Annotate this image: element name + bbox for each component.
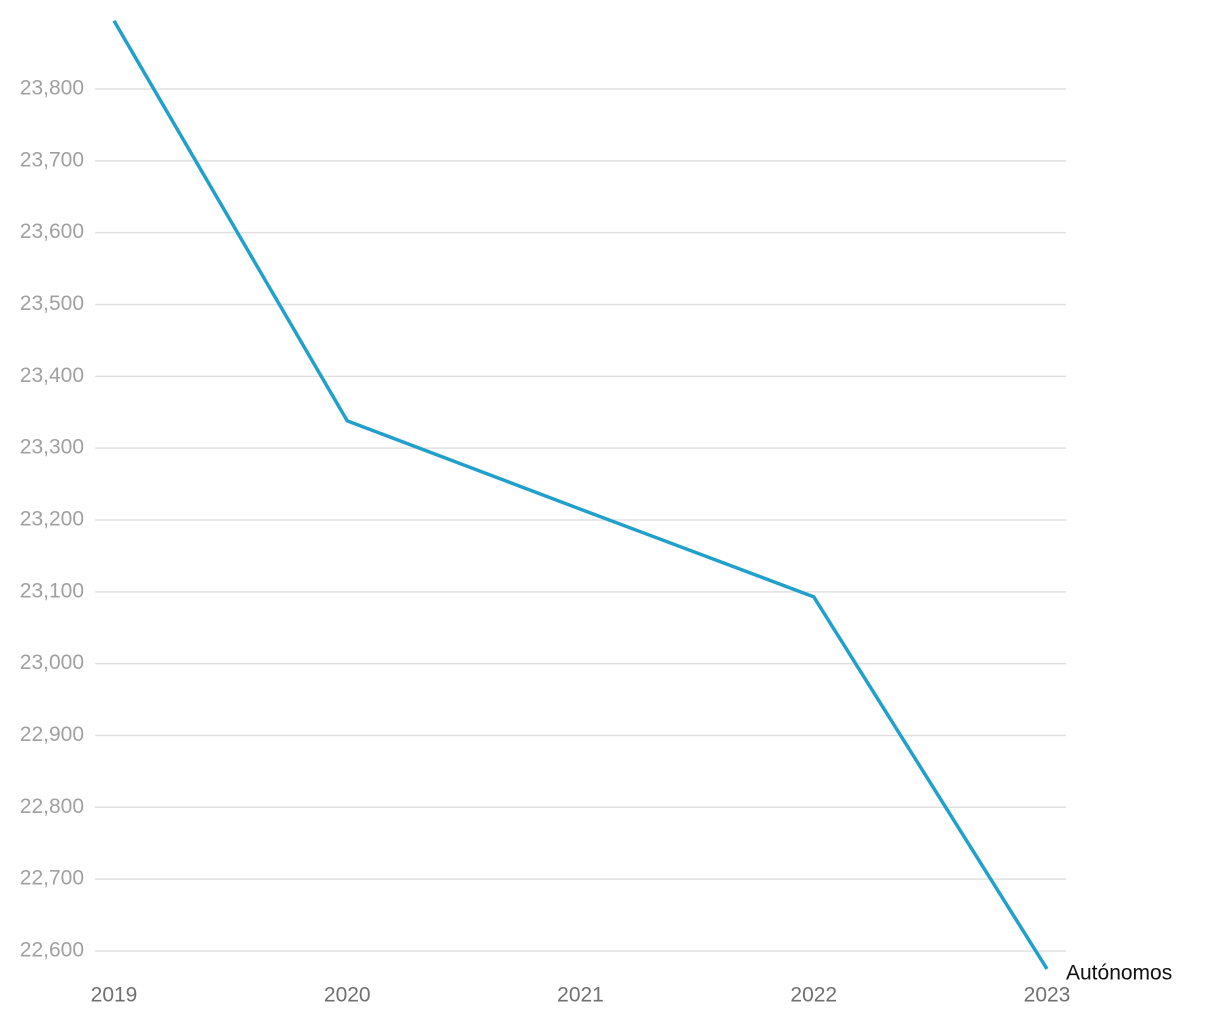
y-tick-label: 23,500 — [20, 292, 84, 315]
x-tick-label: 2019 — [91, 984, 138, 1007]
y-tick-label: 23,300 — [20, 436, 84, 459]
y-tick-label: 22,800 — [20, 795, 84, 818]
y-tick-label: 23,000 — [20, 651, 84, 674]
y-tick-label: 23,400 — [20, 364, 84, 387]
series-line — [112, 19, 1049, 970]
y-tick-label: 22,600 — [20, 938, 84, 961]
y-tick-label: 23,700 — [20, 148, 84, 171]
y-tick-label: 22,700 — [20, 867, 84, 890]
y-tick-label: 22,900 — [20, 723, 84, 746]
y-tick-label: 23,200 — [20, 508, 84, 531]
series-label: Autónomos — [1066, 961, 1172, 984]
x-tick-label: 2020 — [324, 984, 371, 1007]
x-tick-label: 2023 — [1024, 984, 1071, 1007]
x-tick-label: 2021 — [557, 984, 604, 1007]
y-tick-label: 23,600 — [20, 220, 84, 243]
y-tick-label: 23,100 — [20, 579, 84, 602]
y-tick-label: 23,800 — [20, 77, 84, 100]
x-tick-label: 2022 — [790, 984, 837, 1007]
